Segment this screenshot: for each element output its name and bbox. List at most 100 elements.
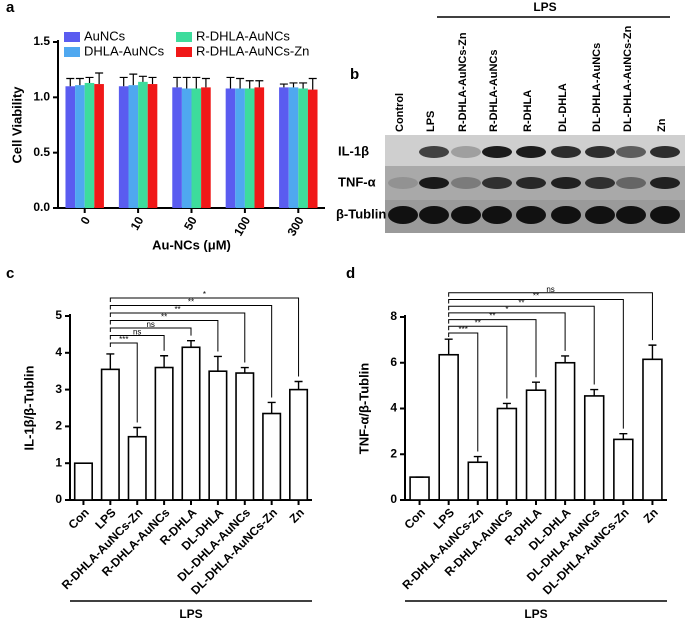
bar xyxy=(128,85,139,208)
y-tick-label: 4 xyxy=(55,345,62,359)
bar xyxy=(65,86,76,208)
bar xyxy=(525,389,547,501)
lane-label: Zn xyxy=(656,118,668,132)
lane-label: DL-DHLA-AuNCs xyxy=(591,43,603,132)
row-label: TNF-α xyxy=(338,174,376,189)
error-bar xyxy=(502,402,511,409)
error-bar xyxy=(236,77,245,89)
significance-bracket xyxy=(448,319,537,378)
bar xyxy=(208,370,228,501)
y-tick-label: 1.0 xyxy=(33,90,50,104)
blot-band xyxy=(585,146,615,158)
lane-label: R-DHLA xyxy=(522,90,534,132)
significance-bracket xyxy=(448,332,479,452)
bar xyxy=(73,462,93,501)
y-tick-label: 8 xyxy=(390,309,397,323)
bar xyxy=(279,87,289,208)
y-tick-label: 1.5 xyxy=(33,34,50,48)
error-bar xyxy=(173,76,182,88)
blot-band xyxy=(616,177,646,189)
significance-label: *** xyxy=(119,335,128,344)
error-bar xyxy=(226,76,235,89)
significance-bracket xyxy=(448,312,566,351)
error-bar xyxy=(648,344,657,360)
bar xyxy=(554,361,576,501)
blot-band xyxy=(419,206,449,224)
error-bar xyxy=(119,76,128,87)
x-tick-label: 0 xyxy=(78,214,94,227)
blot-band xyxy=(451,206,481,224)
significance-label: * xyxy=(203,290,206,299)
significance-label: ** xyxy=(489,312,495,321)
legend-swatch xyxy=(176,47,192,57)
y-tick-label: 6 xyxy=(390,355,397,369)
bar xyxy=(75,85,85,208)
error-bar xyxy=(138,75,147,82)
error-bar xyxy=(279,83,288,88)
blot-band xyxy=(482,146,512,158)
error-bar xyxy=(106,353,115,370)
error-bar xyxy=(294,380,303,390)
error-bar xyxy=(85,76,94,83)
blot-band xyxy=(585,206,615,224)
error-bar xyxy=(187,339,195,348)
bar xyxy=(100,368,120,501)
error-bar xyxy=(444,338,453,355)
bar xyxy=(244,88,255,208)
bar xyxy=(201,87,211,208)
blot-band xyxy=(551,206,581,224)
panel-label: b xyxy=(350,66,359,83)
panel-label: d xyxy=(346,265,355,282)
bar xyxy=(118,86,129,208)
bar xyxy=(438,353,459,501)
blot-band xyxy=(388,206,418,224)
legend-swatch xyxy=(64,47,80,57)
bar xyxy=(467,461,489,501)
blot-band xyxy=(516,177,546,189)
blot-band xyxy=(388,177,418,189)
y-tick-label: 0.5 xyxy=(33,145,50,159)
error-bar xyxy=(160,355,169,368)
y-tick-label: 0 xyxy=(390,492,397,506)
error-bar xyxy=(95,72,104,85)
error-bar xyxy=(299,82,308,89)
error-bar xyxy=(561,355,570,363)
x-tick-label: Zn xyxy=(287,505,307,525)
blot-band xyxy=(516,206,546,224)
bar xyxy=(235,88,245,208)
x-tick-label: Con xyxy=(65,505,91,531)
significance-bracket xyxy=(448,305,595,385)
error-bar xyxy=(201,77,210,88)
y-axis-label: Cell Viability xyxy=(9,86,24,164)
bar xyxy=(583,395,605,501)
y-tick-label: 2 xyxy=(390,446,397,460)
legend-label: AuNCs xyxy=(84,28,126,43)
error-bar xyxy=(192,76,201,89)
significance-label: ** xyxy=(161,313,167,322)
y-tick-label: 1 xyxy=(55,455,62,469)
legend-label: DHLA-AuNCs xyxy=(84,43,165,58)
blot-band xyxy=(650,206,680,224)
x-tick-label: Zn xyxy=(641,505,661,525)
significance-bracket xyxy=(448,299,624,429)
legend-label: R-DHLA-AuNCs-Zn xyxy=(196,43,309,58)
blot-band xyxy=(451,177,481,189)
blot-band xyxy=(616,206,646,224)
legend-swatch xyxy=(64,32,80,42)
blot-band xyxy=(419,177,449,189)
lane-label: Control xyxy=(394,93,406,132)
significance-bracket xyxy=(109,312,246,363)
error-bar xyxy=(289,82,298,88)
y-tick-label: 4 xyxy=(390,401,397,415)
bar xyxy=(235,372,255,501)
bar xyxy=(307,89,318,208)
bar xyxy=(613,438,634,501)
error-bar xyxy=(267,401,276,414)
bar xyxy=(288,87,299,208)
bar xyxy=(289,388,309,501)
error-bar xyxy=(133,426,142,437)
y-tick-label: 0 xyxy=(55,492,62,506)
lane-label: R-DHLA-AuNCs xyxy=(488,50,500,133)
x-tick-label: 100 xyxy=(231,214,253,239)
